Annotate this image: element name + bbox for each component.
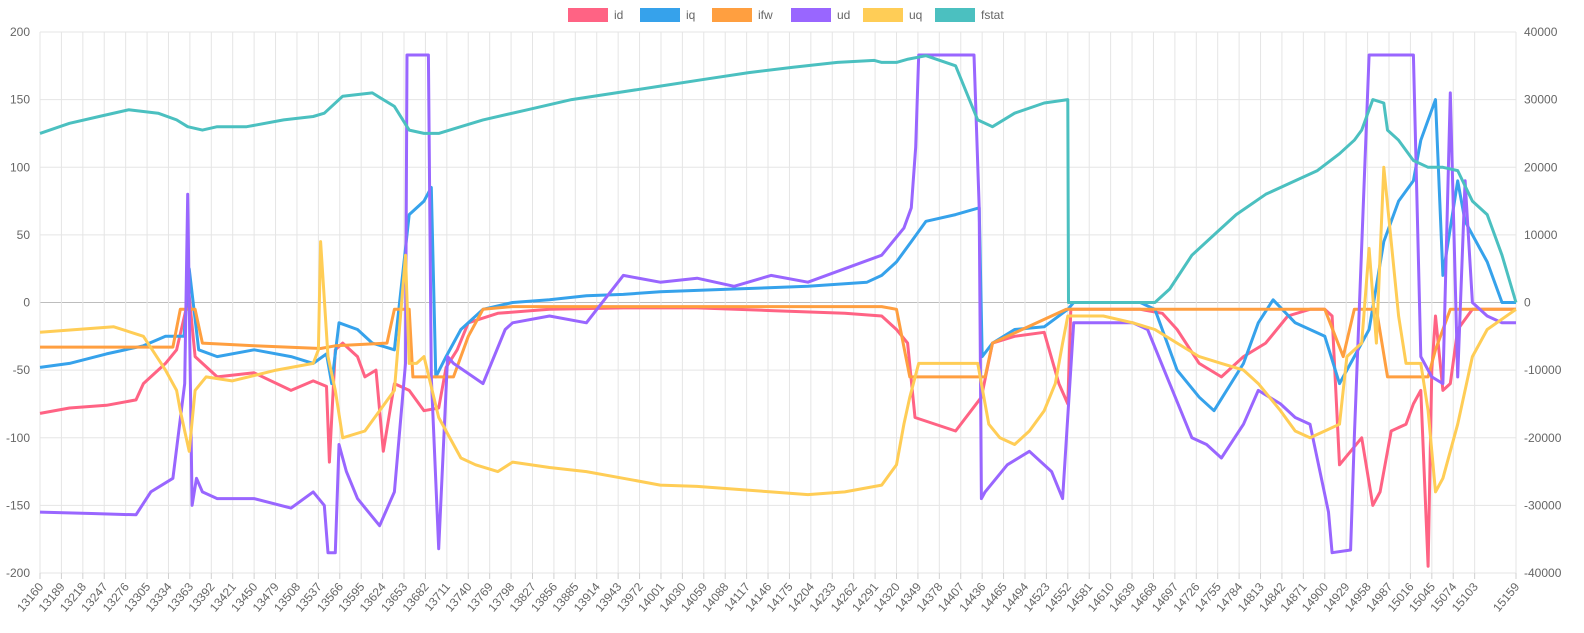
legend-item-fstat[interactable]: fstat — [935, 8, 1004, 22]
legend-item-ud[interactable]: ud — [791, 8, 850, 22]
y-tick-label: 0 — [23, 296, 30, 310]
legend-swatch — [640, 8, 680, 22]
series-line-uq — [39, 165, 1517, 497]
series-lines — [39, 53, 1518, 568]
legend-item-id[interactable]: id — [568, 8, 623, 22]
y-tick-label: 50 — [17, 228, 31, 242]
y-tick-label: -50 — [13, 363, 31, 377]
legend[interactable]: id iq ifw ud uq fstat — [568, 8, 1004, 22]
legend-label: iq — [686, 8, 695, 22]
y2-tick-label: 0 — [1524, 296, 1531, 310]
y2-tick-label: 20000 — [1524, 160, 1558, 174]
y-tick-label: 100 — [10, 160, 30, 174]
legend-label: id — [614, 8, 623, 22]
y2-tick-label: -40000 — [1524, 566, 1562, 580]
legend-label: fstat — [981, 8, 1004, 22]
x-tick-label: 15159 — [1490, 580, 1522, 615]
y-tick-label: -150 — [6, 498, 30, 512]
legend-label: uq — [909, 8, 922, 22]
y-tick-label: -200 — [6, 566, 30, 580]
y2-tick-label: -30000 — [1524, 498, 1562, 512]
series-line-ifw — [40, 305, 1516, 379]
series-line-fstat — [39, 54, 1518, 304]
legend-swatch — [935, 8, 975, 22]
legend-swatch — [791, 8, 831, 22]
x-axis: 1316013189132181324713276133051333413363… — [14, 580, 1522, 615]
y2-tick-label: 40000 — [1524, 25, 1558, 39]
y-tick-label: 150 — [10, 93, 30, 107]
left-y-axis: 200 150 100 50 0 -50 -100 -150 -200 — [6, 25, 30, 580]
legend-swatch — [568, 8, 608, 22]
y-tick-label: 200 — [10, 25, 30, 39]
legend-item-ifw[interactable]: ifw — [712, 8, 773, 22]
legend-item-iq[interactable]: iq — [640, 8, 695, 22]
series-line-ud — [39, 53, 1516, 555]
legend-label: ud — [837, 8, 850, 22]
y-tick-label: -100 — [6, 431, 30, 445]
legend-item-uq[interactable]: uq — [863, 8, 922, 22]
y2-tick-label: -10000 — [1524, 363, 1562, 377]
y2-tick-label: -20000 — [1524, 431, 1562, 445]
y2-tick-label: 30000 — [1524, 93, 1558, 107]
y2-tick-label: 10000 — [1524, 228, 1558, 242]
right-y-axis: 40000 30000 20000 10000 0 -10000 -20000 -30000 -… — [1524, 25, 1562, 580]
legend-label: ifw — [758, 8, 773, 22]
legend-swatch — [863, 8, 903, 22]
series-line-id — [39, 294, 1516, 568]
grid-lines — [39, 31, 1517, 579]
series-line-iq — [39, 98, 1516, 413]
legend-swatch — [712, 8, 752, 22]
